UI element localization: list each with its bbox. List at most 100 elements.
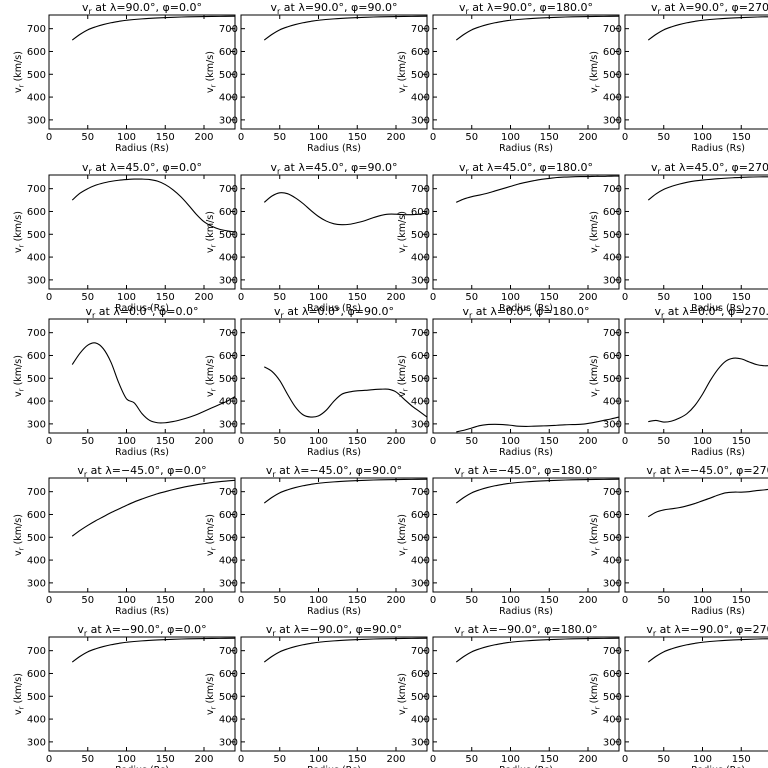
y-tick-label: 600 <box>219 47 238 58</box>
x-tick-label: 50 <box>657 754 670 765</box>
x-tick-label: 100 <box>693 436 712 447</box>
y-tick-label: 600 <box>27 351 46 362</box>
y-tick-label: 400 <box>603 715 622 726</box>
plot-frame <box>240 477 428 593</box>
series-line-1 <box>71 479 236 537</box>
y-tick-label: 700 <box>411 24 430 35</box>
y-tick-label: 400 <box>603 556 622 567</box>
panel-12: vr at λ=0.0°, φ=270.0°050100150200300400… <box>589 305 768 458</box>
y-tick-label: 700 <box>219 184 238 195</box>
x-axis-label: Radius (Rs) <box>115 765 169 768</box>
x-tick-label: 50 <box>465 754 478 765</box>
panel-5: vr at λ=45.0°, φ=0.0° 0 50 100 150 200 300 400 5… <box>13 161 236 314</box>
panel-title: vr at λ=0.0°, φ=180.0° <box>462 305 589 320</box>
x-axis-label: Radius (Rs) <box>499 303 553 314</box>
series-line-1 <box>647 176 768 201</box>
x-tick-label: 150 <box>348 132 367 143</box>
y-tick-label: 400 <box>411 93 430 104</box>
x-axis-label: Radius (Rs) <box>115 606 169 617</box>
plot-frame <box>432 636 620 752</box>
y-tick-label: 500 <box>411 374 430 385</box>
y-tick-label: 400 <box>411 397 430 408</box>
x-tick-label: 50 <box>657 132 670 143</box>
y-tick-label: 300 <box>27 115 46 126</box>
y-tick-label: 500 <box>219 230 238 241</box>
x-tick-label: 150 <box>732 436 751 447</box>
y-tick-label: 300 <box>219 419 238 430</box>
x-tick-label: 50 <box>273 132 286 143</box>
panel-17: vr at λ=−90.0°, φ=0.0° 0 50 100 150 200 300 400… <box>13 623 236 768</box>
x-tick-label: 200 <box>578 436 597 447</box>
y-tick-label: 500 <box>27 533 46 544</box>
panel-10: vr at λ=0.0°, φ=90.0° 0 50 100 150 200 300 400 5… <box>205 305 428 458</box>
x-tick-label: 200 <box>194 595 213 606</box>
x-tick-label: 0 <box>238 292 244 303</box>
y-tick-label: 500 <box>411 692 430 703</box>
y-tick-label: 700 <box>603 24 622 35</box>
y-tick-label: 700 <box>603 487 622 498</box>
panel-8: vr at λ=45.0°, φ=270.0°05010015020030040… <box>589 161 768 314</box>
y-tick-label: 400 <box>411 253 430 264</box>
x-tick-label: 150 <box>348 754 367 765</box>
panel-title: vr at λ=45.0°, φ=270.0° <box>651 161 768 176</box>
series-line-1 <box>263 15 428 41</box>
x-tick-label: 100 <box>693 595 712 606</box>
x-tick-label: 100 <box>693 754 712 765</box>
x-tick-label: 100 <box>501 292 520 303</box>
y-tick-label: 300 <box>603 578 622 589</box>
y-axis-label: vr (km/s) <box>397 51 410 93</box>
y-tick-label: 300 <box>27 275 46 286</box>
y-tick-label: 700 <box>27 646 46 657</box>
x-tick-label: 150 <box>156 595 175 606</box>
x-axis-label: Radius (Rs) <box>307 606 361 617</box>
y-tick-label: 500 <box>219 692 238 703</box>
x-tick-label: 100 <box>309 754 328 765</box>
y-axis-label: vr (km/s) <box>397 514 410 556</box>
plot-frame <box>624 14 768 130</box>
y-tick-label: 600 <box>411 669 430 680</box>
x-tick-label: 0 <box>430 754 436 765</box>
panel-18: vr at λ=−90.0°, φ=90.0° 0 50 100 150 200 300 40… <box>205 623 428 768</box>
panel-title: vr at λ=−90.0°, φ=90.0° <box>266 623 402 638</box>
x-tick-label: 100 <box>117 595 136 606</box>
y-tick-label: 700 <box>27 487 46 498</box>
y-tick-label: 500 <box>603 70 622 81</box>
y-tick-label: 400 <box>27 556 46 567</box>
y-axis-label: vr (km/s) <box>205 514 218 556</box>
panel-6: vr at λ=45.0°, φ=90.0° 0 50 100 150 200 300 400… <box>205 161 428 314</box>
series-line-1 <box>71 15 236 41</box>
y-axis-label: vr (km/s) <box>397 355 410 397</box>
y-tick-label: 300 <box>411 275 430 286</box>
y-tick-label: 300 <box>603 737 622 748</box>
series-line-1 <box>647 16 768 41</box>
series-line-1 <box>71 178 236 233</box>
x-tick-label: 200 <box>386 754 405 765</box>
x-tick-label: 150 <box>156 436 175 447</box>
y-tick-label: 700 <box>603 328 622 339</box>
x-tick-label: 100 <box>117 754 136 765</box>
x-tick-label: 50 <box>465 132 478 143</box>
plot-frame <box>624 174 768 290</box>
panel-title: vr at λ=0.0°, φ=90.0° <box>274 305 394 320</box>
series-line-1 <box>647 488 768 518</box>
panel-title: vr at λ=90.0°, φ=90.0° <box>270 1 397 16</box>
x-axis-label: Radius (Rs) <box>307 143 361 154</box>
x-axis-label: Radius (Rs) <box>499 447 553 458</box>
series-line-1 <box>648 357 768 423</box>
x-tick-label: 150 <box>732 132 751 143</box>
panel-title: vr at λ=90.0°, φ=270.0° <box>651 1 768 16</box>
y-axis-label: vr (km/s) <box>589 514 602 556</box>
y-tick-label: 400 <box>219 556 238 567</box>
y-tick-label: 300 <box>411 115 430 126</box>
y-tick-label: 300 <box>219 578 238 589</box>
y-tick-label: 500 <box>219 374 238 385</box>
y-tick-label: 400 <box>603 93 622 104</box>
x-tick-label: 200 <box>194 132 213 143</box>
x-tick-label: 50 <box>81 436 94 447</box>
x-axis-label: Radius (Rs) <box>499 606 553 617</box>
y-tick-label: 600 <box>411 510 430 521</box>
x-tick-label: 50 <box>465 595 478 606</box>
y-tick-label: 300 <box>27 737 46 748</box>
y-axis-label: vr (km/s) <box>13 355 26 397</box>
panel-2: vr at λ=90.0°, φ=90.0° 0 50 100 150 200 300 400… <box>205 1 428 154</box>
